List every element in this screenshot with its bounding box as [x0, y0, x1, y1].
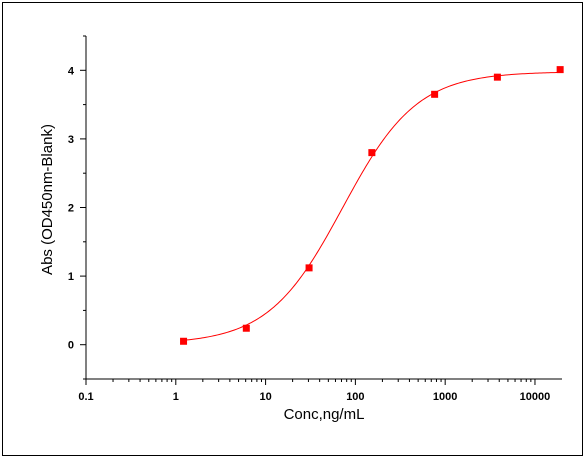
fit-curve: [183, 71, 561, 341]
data-point: [180, 337, 188, 345]
x-tick-label: 0.1: [78, 391, 93, 403]
data-point: [493, 73, 501, 81]
chart-frame: 0.1 1 10 100 1000 10000 0 1 2 3 4 Conc,ng/mL Abs (…: [2, 2, 583, 456]
chart: 0.1 1 10 100 1000 10000 0 1 2 3 4 Conc,ng/mL Abs (…: [39, 35, 564, 423]
y-tick-label: 0: [68, 340, 74, 352]
ticks: 0.1 1 10 100 1000 10000 0 1 2 3 4: [68, 35, 551, 403]
data-points: [180, 66, 564, 345]
y-axis-label: Abs (OD450nm-Blank): [39, 124, 56, 275]
x-tick-label: 100: [346, 391, 364, 403]
y-tick-label: 4: [68, 65, 75, 77]
data-point: [431, 90, 439, 98]
y-tick-label: 3: [68, 134, 74, 146]
x-tick-label: 10: [259, 391, 271, 403]
axes: [85, 36, 562, 380]
data-point: [305, 264, 313, 272]
x-tick-label: 10000: [520, 391, 551, 403]
data-point: [556, 66, 564, 74]
y-tick-label: 1: [68, 271, 74, 283]
data-point: [242, 324, 250, 332]
data-point: [368, 149, 376, 157]
x-tick-label: 1000: [433, 391, 457, 403]
y-tick-label: 2: [68, 203, 74, 215]
x-tick-label: 1: [173, 391, 179, 403]
x-axis-label: Conc,ng/mL: [284, 406, 365, 423]
